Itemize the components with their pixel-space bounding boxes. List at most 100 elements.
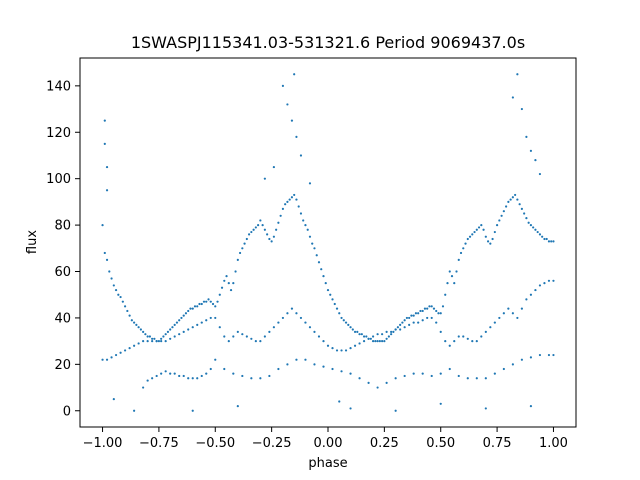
data-point	[344, 349, 348, 352]
data-point	[502, 367, 505, 371]
y-axis-ticks: 0 20 40 60 80 100 120 140	[46, 79, 80, 419]
data-point	[160, 340, 163, 343]
data-point	[435, 309, 438, 313]
data-point	[448, 367, 451, 371]
data-point	[295, 198, 298, 201]
data-point	[250, 337, 253, 340]
data-point	[331, 298, 334, 301]
data-point	[484, 330, 487, 333]
data-point	[371, 340, 375, 343]
x-tick-label: 1.00	[539, 436, 568, 451]
data-point	[536, 230, 539, 234]
data-point	[241, 247, 244, 250]
data-point	[123, 305, 127, 308]
data-point	[349, 346, 352, 350]
data-point	[353, 344, 357, 347]
data-point	[299, 316, 303, 320]
data-point	[153, 337, 156, 340]
data-point	[272, 235, 275, 238]
data-point	[383, 340, 386, 343]
x-tick-label: 0.00	[314, 436, 343, 451]
data-point	[164, 340, 167, 343]
data-point	[444, 293, 447, 296]
x-tick-label: 0.50	[426, 436, 455, 451]
data-point	[263, 228, 266, 231]
data-point	[198, 302, 201, 306]
data-point	[173, 372, 176, 375]
data-point	[135, 323, 138, 326]
data-point	[324, 282, 327, 285]
data-point	[205, 319, 208, 322]
data-point	[187, 328, 190, 331]
data-point	[329, 293, 332, 296]
data-point	[211, 302, 215, 306]
data-point	[475, 340, 478, 343]
data-point	[105, 165, 109, 169]
data-point	[518, 203, 521, 206]
data-point	[259, 377, 262, 380]
data-point	[119, 351, 122, 354]
data-point	[223, 279, 226, 282]
data-point	[349, 326, 352, 329]
data-point	[552, 353, 555, 357]
data-point	[450, 275, 454, 278]
data-point	[358, 333, 361, 336]
data-point	[166, 330, 170, 333]
data-point	[516, 316, 519, 320]
data-point	[227, 340, 230, 343]
data-point	[421, 372, 424, 375]
data-point	[171, 326, 174, 329]
data-point	[439, 330, 442, 333]
data-point	[223, 367, 226, 371]
data-point	[259, 340, 262, 343]
data-point	[164, 370, 167, 373]
data-point	[523, 212, 526, 215]
data-point	[315, 254, 318, 257]
data-point	[191, 409, 194, 412]
data-point	[435, 321, 438, 324]
data-point	[200, 302, 203, 306]
data-point	[421, 319, 424, 322]
data-point	[547, 353, 551, 357]
data-point	[417, 321, 420, 324]
data-point	[457, 374, 460, 378]
data-point	[191, 307, 194, 310]
data-point	[529, 149, 533, 152]
data-point	[453, 282, 456, 285]
data-point	[229, 288, 233, 292]
data-point	[275, 228, 278, 231]
data-point	[137, 326, 140, 329]
data-point	[340, 349, 343, 352]
data-point	[412, 372, 415, 375]
data-point	[471, 340, 474, 343]
data-point	[514, 193, 517, 197]
data-point	[187, 309, 190, 313]
data-point	[385, 330, 388, 333]
data-point	[381, 333, 384, 336]
data-point	[466, 337, 469, 340]
data-point	[326, 288, 330, 292]
y-tick-label: 0	[63, 404, 71, 419]
y-tick-label: 60	[54, 265, 71, 280]
data-point	[477, 226, 481, 229]
data-point	[484, 377, 487, 380]
data-point	[390, 330, 393, 333]
data-point	[446, 282, 449, 285]
data-point	[335, 349, 339, 352]
data-point	[335, 307, 339, 310]
data-point	[247, 233, 251, 236]
data-point	[178, 333, 181, 336]
data-point	[128, 314, 131, 317]
data-point	[538, 284, 542, 287]
data-point	[286, 103, 289, 106]
data-point	[146, 340, 149, 343]
data-point	[214, 305, 217, 308]
data-point	[401, 321, 404, 324]
data-point	[313, 330, 316, 333]
data-point	[257, 223, 260, 227]
data-point	[236, 330, 239, 333]
data-point	[547, 240, 551, 243]
data-point	[387, 335, 390, 338]
data-point	[293, 73, 296, 76]
